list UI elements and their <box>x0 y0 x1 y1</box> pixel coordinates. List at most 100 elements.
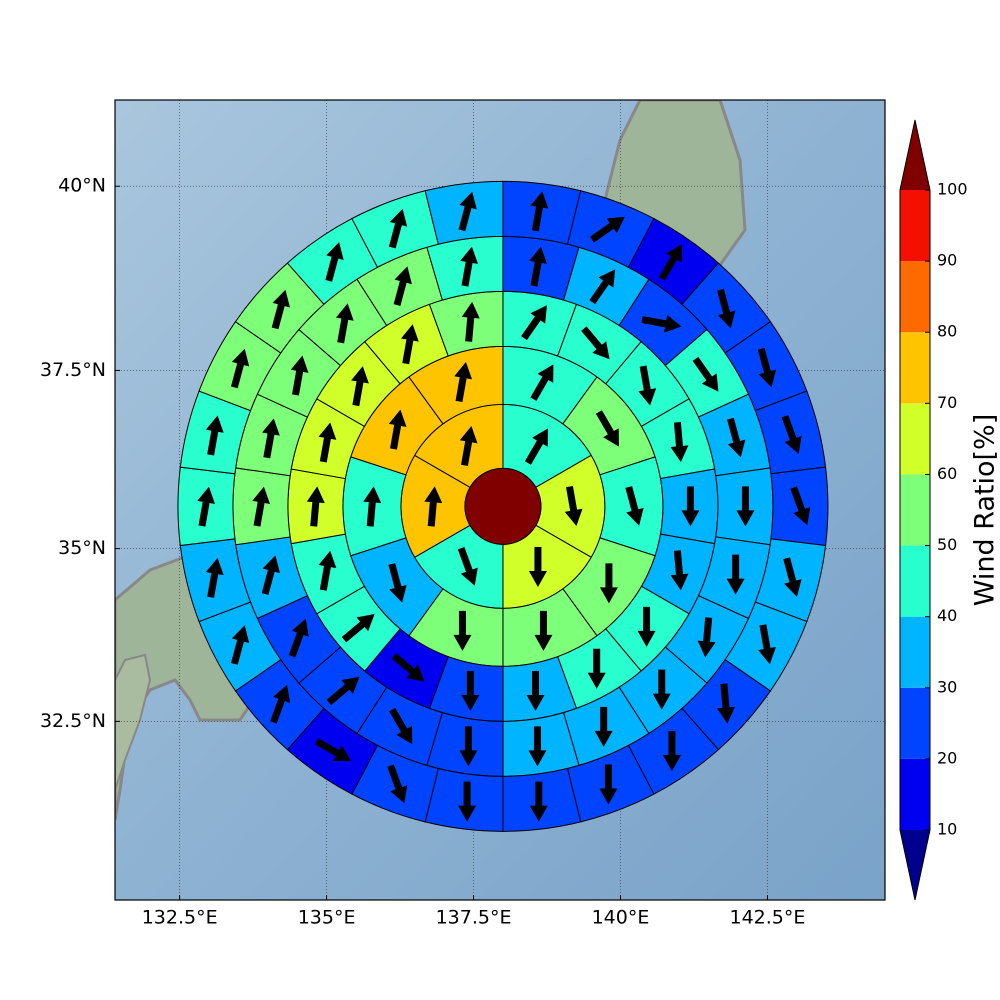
wind-arrow <box>453 610 472 651</box>
wind-arrow <box>781 415 802 454</box>
wind-arrow <box>530 191 549 232</box>
wind-arrow <box>290 355 309 396</box>
wind-arrow <box>790 486 811 526</box>
colorbar-segment <box>900 616 930 688</box>
plot-frame <box>114 99 886 901</box>
colorbar-segment <box>900 190 930 262</box>
wind-arrow <box>306 486 325 527</box>
colorbar-tick-label: 40 <box>937 606 957 625</box>
wind-arrow <box>783 557 802 597</box>
wind-arrow <box>459 726 478 767</box>
wind-arrow <box>314 738 352 762</box>
wind-arrow <box>205 415 224 456</box>
arrows <box>197 191 811 822</box>
colorbar-segment <box>900 545 930 617</box>
wind-arrow <box>717 683 735 724</box>
wind-arrow <box>205 557 224 598</box>
wind-arrow <box>717 288 736 329</box>
wind-arrow <box>529 246 548 287</box>
wind-arrow <box>271 289 290 330</box>
colorbar-segment <box>900 332 930 404</box>
colorbar-tick-label: 80 <box>937 322 957 341</box>
wind-arrow <box>625 486 644 526</box>
wind-arrow <box>587 648 606 689</box>
colorbar-tick-label: 30 <box>937 677 957 696</box>
wind-arrow <box>318 422 337 463</box>
y-tick-label: 32.5°N <box>40 710 106 732</box>
wind-arrow <box>530 364 554 401</box>
wind-arrow <box>261 555 280 595</box>
wind-arrow <box>638 365 657 406</box>
wind-arrow <box>599 764 618 805</box>
wind-arrow <box>424 486 443 527</box>
wind-arrow <box>393 266 412 306</box>
colorbar-tick-label: 60 <box>937 464 957 483</box>
colorbar-segment <box>900 474 930 546</box>
wind-arrow <box>388 409 407 450</box>
wind-arrow <box>461 301 480 342</box>
colorbar-extend-over <box>900 120 930 190</box>
wind-arrow <box>581 326 610 360</box>
wind-arrow <box>524 428 548 465</box>
wind-arrow <box>670 550 689 591</box>
y-tick-label: 40°N <box>58 175 106 197</box>
wind-arrow <box>388 563 407 603</box>
wind-arrow <box>521 305 547 341</box>
x-tick-label: 137.5°E <box>436 907 512 929</box>
wind-arrow <box>230 625 250 665</box>
x-tick-label: 135°E <box>298 907 356 929</box>
wind-arrow <box>529 781 548 822</box>
wind-arrow <box>457 546 478 586</box>
wind-arrow <box>727 417 746 458</box>
colorbar: 10 20 30 40 50 60 70 80 90 100 <box>899 119 968 901</box>
wind-arrow <box>757 347 777 388</box>
wind-arrow <box>652 669 671 710</box>
colorbar-segment <box>900 403 930 475</box>
wind-arrow <box>318 550 337 591</box>
wind-arrow <box>599 563 618 604</box>
wind-arrow <box>594 706 613 747</box>
wind-arrow <box>528 726 547 767</box>
wind-arrow <box>387 764 408 804</box>
land-mass <box>115 653 152 791</box>
wind-arrow <box>230 348 250 389</box>
wind-arrow <box>389 707 413 745</box>
wind-arrow <box>564 486 583 527</box>
wind-arrow <box>681 486 700 527</box>
wind-arrow <box>458 191 477 232</box>
wind-arrow <box>526 670 545 711</box>
wind-arrow <box>288 618 309 658</box>
center-disk <box>464 467 542 545</box>
wind-arrow <box>658 244 682 281</box>
wind-arrow <box>252 486 270 527</box>
wind-arrow <box>590 216 625 243</box>
wind-arrow <box>460 246 478 287</box>
colorbar-tick-label: 10 <box>937 820 957 839</box>
wind-arrow <box>341 614 375 643</box>
wind-arrow <box>270 684 291 724</box>
colorbar-segment <box>900 758 930 830</box>
x-tick-label: 142.5°E <box>729 907 805 929</box>
wind-arrow <box>534 610 553 651</box>
wind-arrow <box>641 314 682 333</box>
wind-arrow <box>335 303 354 344</box>
x-tick-label: 132.5°E <box>142 907 218 929</box>
wind-arrow <box>401 324 419 365</box>
y-tick-label: 35°N <box>58 537 106 559</box>
colorbar-tick-label: 90 <box>937 251 957 270</box>
wind-arrow <box>697 617 716 658</box>
wind-arrow <box>459 426 478 467</box>
wind-arrow <box>528 546 547 587</box>
wind-arrow <box>363 486 382 527</box>
wind-arrow <box>692 356 719 392</box>
wind-arrow <box>461 670 480 711</box>
colorbar-extend-under <box>900 830 930 900</box>
tick-labels: 132.5°E 135°E 137.5°E 140°E 142.5°E 32.5°N 35°… <box>40 175 805 929</box>
wind-arrow <box>758 624 776 665</box>
wind-arrow <box>391 653 425 682</box>
colorbar-label: Wind Ratio[%] <box>970 414 1000 606</box>
x-tick-label: 140°E <box>592 907 650 929</box>
colorbar-tick-label: 50 <box>937 535 957 554</box>
wind-arrow <box>326 676 360 706</box>
